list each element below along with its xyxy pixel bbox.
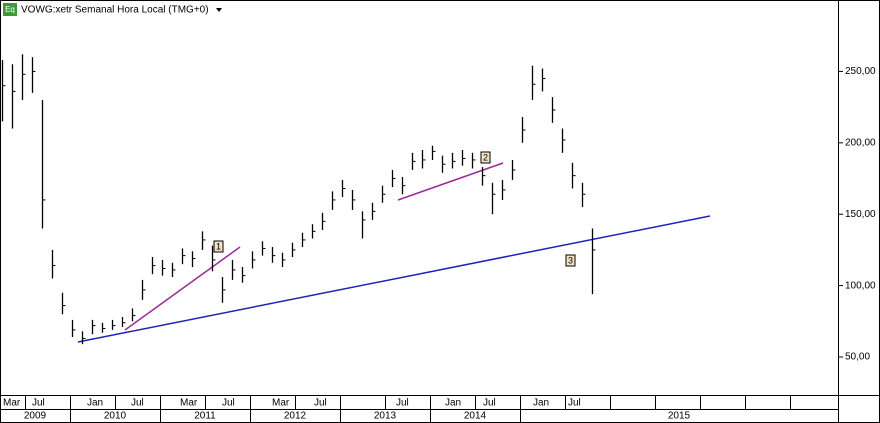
annotation-box (213, 240, 224, 253)
annotation: 2 (483, 152, 488, 162)
y-tick-label: 200,00 (845, 137, 876, 148)
dropdown-arrow[interactable] (216, 8, 222, 12)
y-tick-label: 50,00 (845, 352, 870, 363)
month-label: Jul (314, 398, 327, 409)
month-label: Mar (3, 398, 21, 409)
year-label: 2009 (24, 411, 47, 422)
month-label: Jul (396, 398, 409, 409)
month-label: Jul (131, 398, 144, 409)
year-label: 2015 (668, 411, 691, 422)
month-label: Jan (445, 398, 461, 409)
trend-line (124, 246, 241, 331)
month-label: Mar (180, 398, 198, 409)
badge: Eq (5, 5, 15, 14)
y-tick-label: 250,00 (845, 66, 876, 77)
annotation: 3 (568, 255, 573, 265)
month-label: Jan (87, 398, 103, 409)
year-label: 2010 (104, 411, 127, 422)
badge-box (3, 3, 17, 16)
trend-line (397, 162, 504, 201)
annotation: 1 (216, 241, 221, 251)
year-label: 2013 (374, 411, 397, 422)
month-label: Jul (483, 398, 496, 409)
chart-title[interactable]: VOWG:xetr Semanal Hora Local (TMG+0) (21, 5, 209, 16)
month-label: Jul (222, 398, 235, 409)
month-label: Jul (568, 398, 581, 409)
y-tick-label: 150,00 (845, 209, 876, 220)
month-label: Jul (32, 398, 45, 409)
month-label: Mar (272, 398, 290, 409)
year-label: 2012 (284, 411, 307, 422)
year-label: 2011 (194, 411, 216, 422)
y-tick-label: 100,00 (845, 280, 876, 291)
annotation-box (480, 151, 491, 164)
annotation-box (565, 254, 576, 267)
year-label: 2014 (464, 411, 487, 422)
trend-line (77, 215, 711, 343)
month-label: Jan (533, 398, 549, 409)
